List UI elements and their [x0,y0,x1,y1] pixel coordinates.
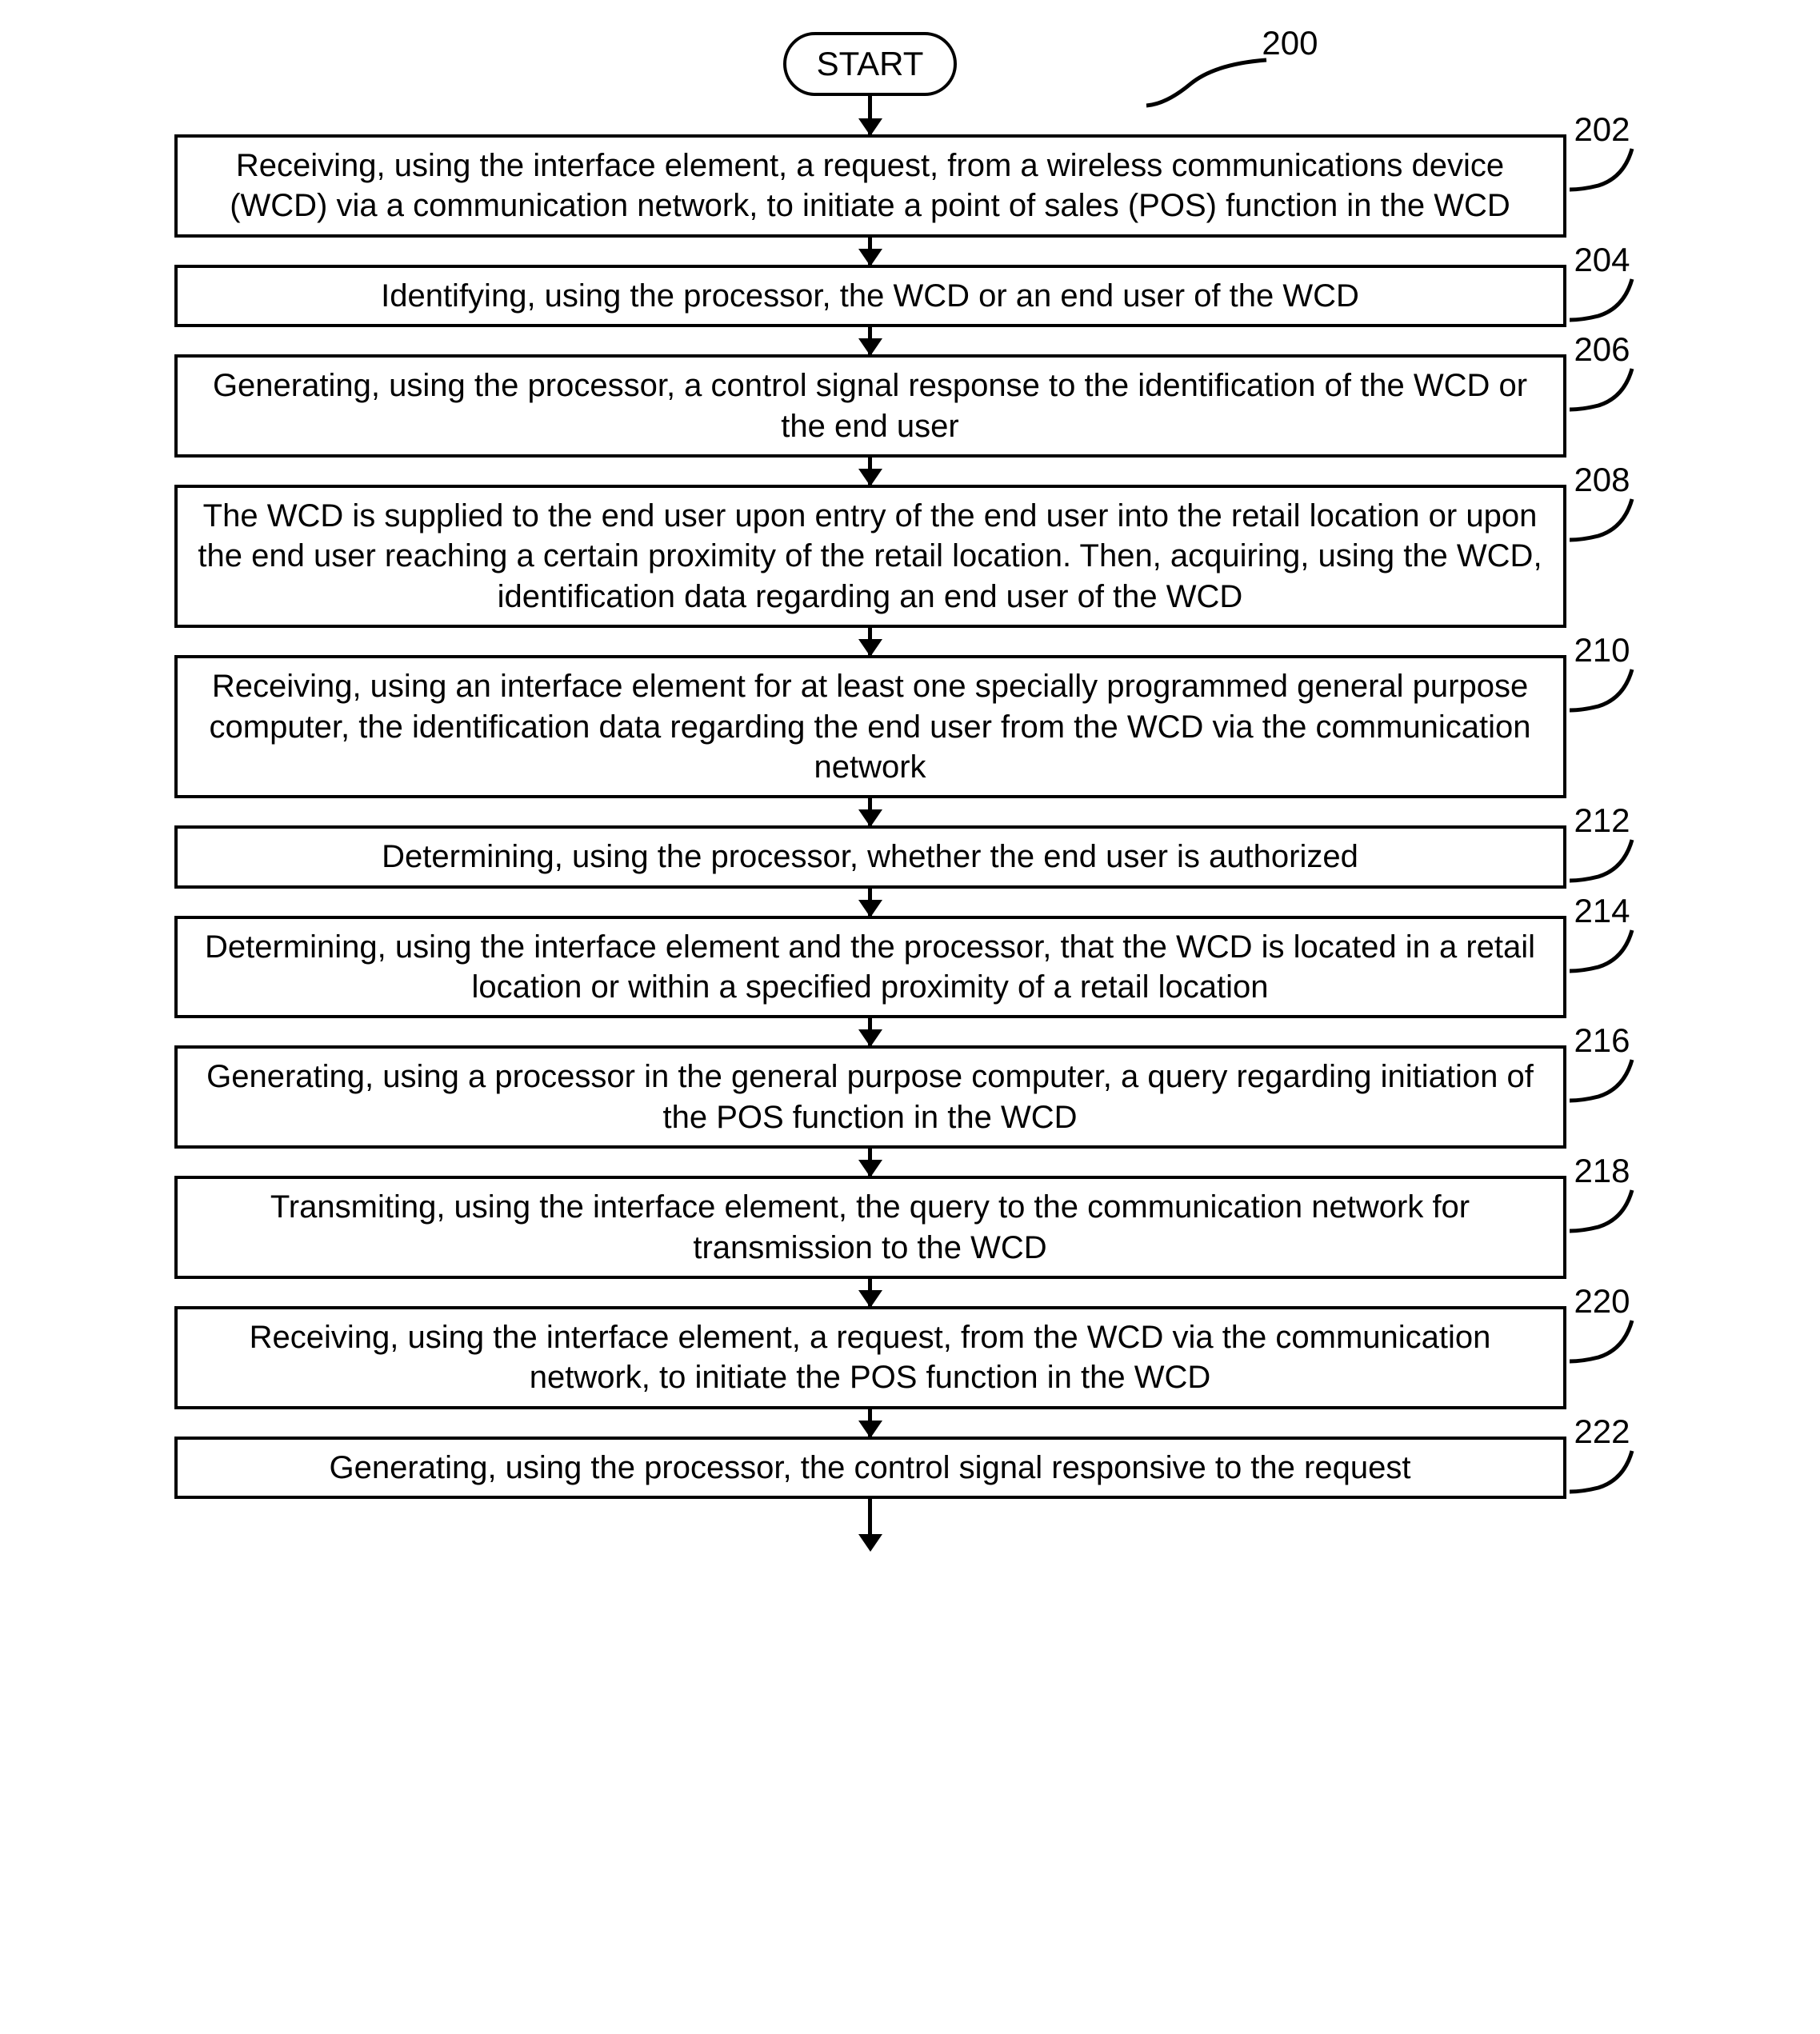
step-label-wrap: 216 [1566,1021,1638,1103]
arrow-icon [868,798,872,825]
header-connector-curve [1142,56,1270,112]
step-box: The WCD is supplied to the end user upon… [174,485,1566,628]
start-label: START [817,45,924,82]
steps-host: Receiving, using the interface element, … [174,134,1566,1499]
step-number-label: 214 [1574,892,1630,930]
step-number-label: 216 [1574,1021,1630,1060]
step-number-label: 204 [1574,241,1630,279]
step-row: Receiving, using the interface element, … [174,134,1566,238]
step-row: Generating, using the processor, a contr… [174,354,1566,458]
step-connector-curve [1566,496,1638,542]
step-number-label: 212 [1574,801,1630,840]
step-row: Generating, using a processor in the gen… [174,1045,1566,1149]
step-connector-curve [1566,366,1638,412]
step-box: Generating, using the processor, the con… [174,1437,1566,1499]
step-number-label: 202 [1574,110,1630,149]
step-box: Identifying, using the processor, the WC… [174,265,1566,327]
flowchart-id-label: 200 [1262,24,1318,62]
step-number-label: 222 [1574,1413,1630,1451]
content-area: START Receiving, using the interface ele… [150,32,1670,1534]
step-label-wrap: 212 [1566,801,1638,883]
arrow-icon [868,238,872,265]
arrow-icon [868,1409,872,1437]
step-number-label: 210 [1574,631,1630,669]
step-connector-curve [1566,927,1638,973]
step-connector-curve [1566,1187,1638,1233]
arrow-icon [868,1018,872,1045]
step-row: Identifying, using the processor, the WC… [174,265,1566,327]
arrow-icon [868,1279,872,1306]
step-box: Determining, using the processor, whethe… [174,825,1566,888]
step-label-wrap: 220 [1566,1282,1638,1364]
step-label-wrap: 214 [1566,892,1638,973]
step-label-wrap: 202 [1566,110,1638,192]
step-number-label: 220 [1574,1282,1630,1321]
step-connector-curve [1566,1448,1638,1494]
step-box: Receiving, using the interface element, … [174,134,1566,238]
arrow-icon [868,1149,872,1176]
step-row: Receiving, using an interface element fo… [174,655,1566,798]
step-row: Determining, using the processor, whethe… [174,825,1566,888]
step-row: Receiving, using the interface element, … [174,1306,1566,1409]
step-row: Transmiting, using the interface element… [174,1176,1566,1279]
arrow-icon [868,889,872,916]
step-row: The WCD is supplied to the end user upon… [174,485,1566,628]
step-label-wrap: 204 [1566,241,1638,322]
step-label-wrap: 218 [1566,1152,1638,1233]
arrow-icon [868,458,872,485]
step-row: Determining, using the interface element… [174,916,1566,1019]
flowchart-container: 200 START Receiving, using the interface… [150,32,1670,1534]
step-number-label: 218 [1574,1152,1630,1190]
arrow-icon [868,327,872,354]
start-node: START [783,32,958,96]
step-box: Determining, using the interface element… [174,916,1566,1019]
step-box: Receiving, using an interface element fo… [174,655,1566,798]
step-connector-curve [1566,1317,1638,1364]
step-number-label: 206 [1574,330,1630,369]
step-connector-curve [1566,1057,1638,1103]
step-number-label: 208 [1574,461,1630,499]
arrow-icon [868,628,872,655]
step-connector-curve [1566,666,1638,713]
step-row: Generating, using the processor, the con… [174,1437,1566,1499]
step-box: Generating, using the processor, a contr… [174,354,1566,458]
step-label-wrap: 210 [1566,631,1638,713]
arrow-icon [868,96,872,134]
step-box: Generating, using a processor in the gen… [174,1045,1566,1149]
step-label-wrap: 208 [1566,461,1638,542]
step-connector-curve [1566,276,1638,322]
step-connector-curve [1566,837,1638,883]
step-box: Transmiting, using the interface element… [174,1176,1566,1279]
step-connector-curve [1566,146,1638,192]
step-label-wrap: 222 [1566,1413,1638,1494]
step-box: Receiving, using the interface element, … [174,1306,1566,1409]
arrow-icon [868,1499,872,1534]
step-label-wrap: 206 [1566,330,1638,412]
